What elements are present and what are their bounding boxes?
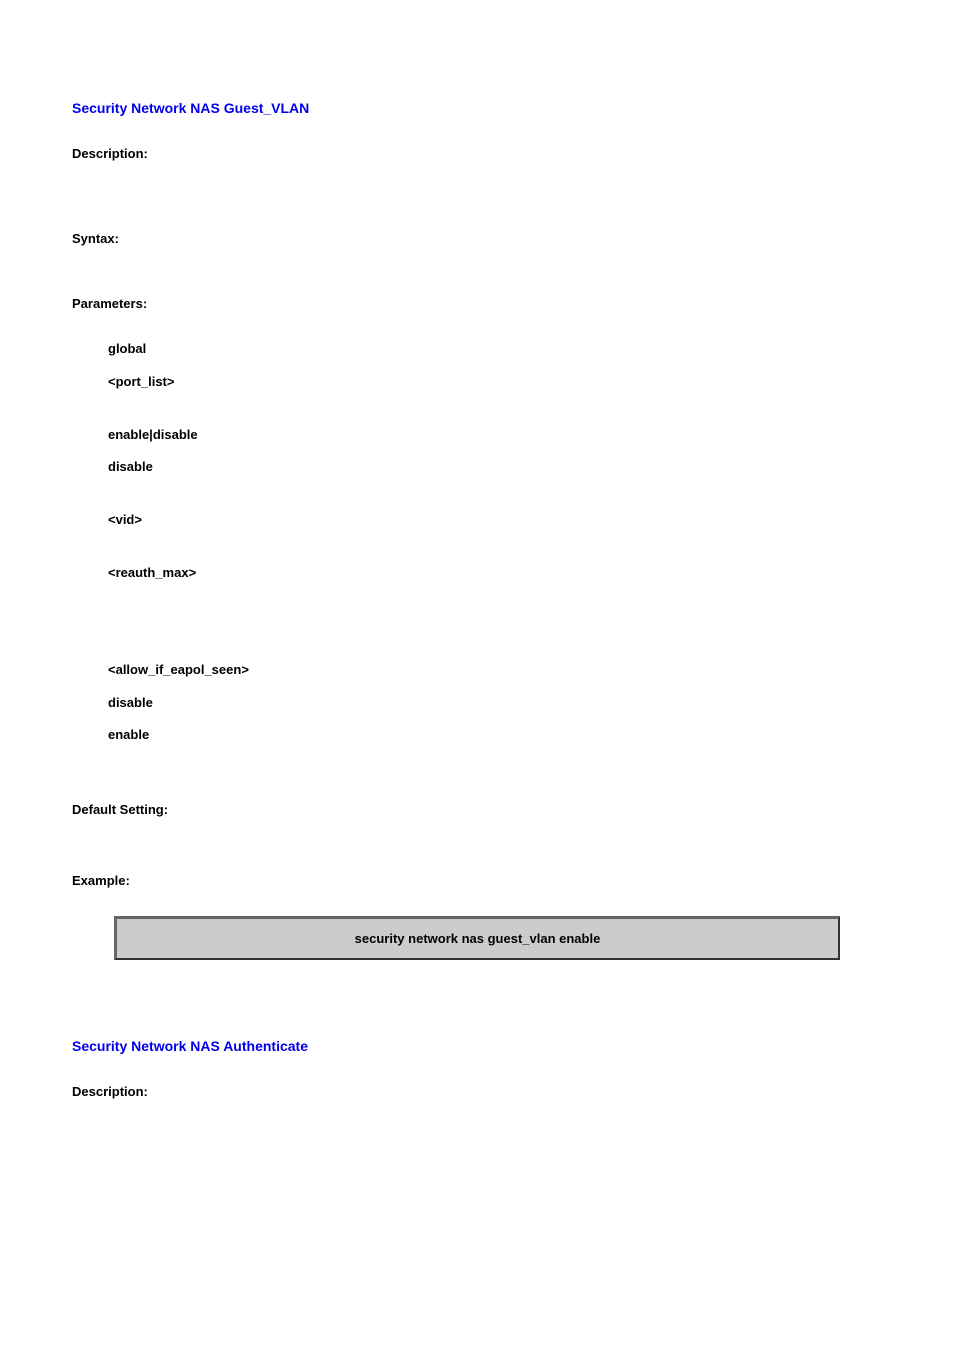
param-enable: enable bbox=[108, 725, 882, 746]
param-disable: disable bbox=[108, 457, 882, 478]
param-global: global bbox=[108, 339, 882, 360]
syntax-label: Syntax: bbox=[72, 231, 882, 246]
description-label-2: Description: bbox=[72, 1084, 882, 1099]
param-reauth-max: <reauth_max> bbox=[108, 563, 882, 584]
param-vid: <vid> bbox=[108, 510, 882, 531]
section-title: Security Network NAS Guest_VLAN bbox=[72, 100, 882, 116]
description-label: Description: bbox=[72, 146, 882, 161]
section-title-2: Security Network NAS Authenticate bbox=[72, 1038, 882, 1054]
parameters-label: Parameters: bbox=[72, 296, 882, 311]
parameters-block: global <port_list> enable|disable disabl… bbox=[72, 339, 882, 746]
param-port-list: <port_list> bbox=[108, 372, 882, 393]
example-label: Example: bbox=[72, 873, 882, 888]
section-guest-vlan: Security Network NAS Guest_VLAN Descript… bbox=[72, 100, 882, 960]
default-setting-label: Default Setting: bbox=[72, 802, 882, 817]
section-authenticate: Security Network NAS Authenticate Descri… bbox=[72, 1038, 882, 1099]
param-allow-if-eapol: <allow_if_eapol_seen> bbox=[108, 660, 882, 681]
example-command-text: security network nas guest_vlan enable bbox=[355, 931, 601, 946]
param-enable-disable: enable|disable bbox=[108, 425, 882, 446]
example-command-box: security network nas guest_vlan enable bbox=[114, 916, 840, 960]
param-disable-2: disable bbox=[108, 693, 882, 714]
